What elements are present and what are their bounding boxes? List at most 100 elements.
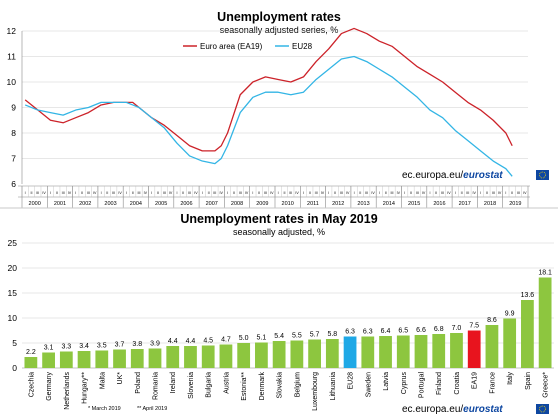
bar-category-label: Malta [99,372,106,389]
x-year-label: 2008 [231,201,243,207]
x-year-label: 2015 [408,201,420,207]
x-quarter-label: III [441,191,444,195]
x-quarter-label: II [81,191,83,195]
bar-y-tick-label: 0 [12,363,17,373]
bar-value-label: 3.5 [97,343,107,350]
bar-chart-title: Unemployment rates in May 2019 [180,212,377,226]
bar-chart-source-brand: eurostat [463,404,503,415]
bar-value-label: 7.5 [469,323,479,330]
x-quarter-label: IV [144,191,148,195]
bar-ireland [166,346,180,368]
line-y-tick-label: 11 [7,52,16,62]
bar-category-label: Spain [525,372,532,390]
x-year-label: 2012 [332,201,344,207]
bar-romania [148,348,162,368]
bar-value-label: 4.7 [221,337,231,344]
x-year-label: 2009 [256,201,268,207]
x-quarter-label: I [480,191,481,195]
x-quarter-label: I [227,191,228,195]
bar-category-label: Cyprus [401,372,408,395]
bar-value-label: 6.3 [363,329,373,336]
x-quarter-label: I [404,191,405,195]
eu-flag-icon [536,404,549,414]
x-quarter-label: I [354,191,355,195]
x-quarter-label: I [25,191,26,195]
bar-y-tick-label: 15 [8,288,18,298]
x-year-label: 2005 [155,201,167,207]
x-quarter-label: IV [397,191,401,195]
x-quarter-label: IV [220,191,224,195]
line-chart-gridlines [21,30,528,184]
x-quarter-label: IV [42,191,46,195]
x-quarter-label: III [163,191,166,195]
bar-value-label: 13.6 [521,292,535,299]
eu-flag-stars-icon [539,171,546,179]
bar-category-label: Luxembourg [312,372,319,411]
bar-estonia [237,343,251,368]
bar-slovenia [184,346,197,368]
x-quarter-label: II [435,191,437,195]
bar-chart-category-labels: Czechia Germany Netherlands Hungary** Malta U… [28,372,549,411]
x-quarter-label: III [264,191,267,195]
bar-germany [42,352,55,368]
bar-category-label: Czechia [28,372,35,397]
bar-category-label: EU28 [348,372,355,390]
bar-y-tick-label: 5 [12,338,17,348]
x-quarter-label: II [157,191,159,195]
x-quarter-label: III [87,191,90,195]
bar-ea19 [467,330,481,368]
bar-category-label: Slovenia [188,372,195,399]
bar-category-label: Latvia [383,372,390,391]
x-quarter-label: IV [523,191,527,195]
line-chart-source-text: ec.europa.eu/eurostat [402,170,503,181]
x-quarter-label: IV [422,191,426,195]
bar-chart: Unemployment rates in May 2019 seasonall… [8,212,554,415]
x-quarter-label: IV [447,191,451,195]
bar-value-label: 6.4 [381,328,391,335]
x-quarter-label: II [461,191,463,195]
bar-category-label: Croatia [454,372,461,395]
x-quarter-label: II [132,191,134,195]
bar-chart-subtitle: seasonally adjusted, % [233,227,325,237]
x-quarter-label: III [188,191,191,195]
eu-flag-stars-icon [539,405,546,413]
x-quarter-label: IV [371,191,375,195]
bar-value-label: 2.2 [26,349,36,356]
bar-value-label: 4.4 [168,338,178,345]
x-quarter-label: I [202,191,203,195]
bar-value-label: 6.6 [416,327,426,334]
x-quarter-label: III [365,191,368,195]
x-quarter-label: I [455,191,456,195]
x-quarter-label: III [466,191,469,195]
bar-value-label: 3.4 [79,343,89,350]
bar-category-label: Lithuania [330,372,337,401]
x-quarter-label: I [328,191,329,195]
bar-category-label: Denmark [259,372,266,401]
bar-category-label: Finland [436,372,443,395]
x-quarter-label: III [289,191,292,195]
x-quarter-label: IV [169,191,173,195]
bar-category-label: EA19 [472,372,479,389]
line-y-tick-label: 8 [11,128,16,138]
x-quarter-label: II [486,191,488,195]
bar-portugal [414,335,428,368]
x-year-label: 2004 [130,201,142,207]
legend-label-eu28: EU28 [292,42,313,51]
bar-value-label: 6.8 [434,326,444,333]
bar-croatia [450,333,463,368]
bar-lithuania [325,339,339,368]
footnote-april: ** April 2019 [137,406,167,412]
line-y-tick-label: 12 [7,26,17,36]
bar-category-label: Portugal [419,372,426,399]
bar-value-label: 6.5 [398,328,408,335]
bar-category-label: Bulgaria [206,372,213,398]
x-quarter-label: III [416,191,419,195]
bar-latvia [379,336,392,368]
x-quarter-label: I [379,191,380,195]
x-quarter-label: I [101,191,102,195]
bar-netherlands [59,351,73,368]
bar-category-label: UK* [117,372,124,385]
x-year-label: 2010 [282,201,294,207]
bar-category-label: Ireland [170,372,177,394]
x-quarter-label: I [126,191,127,195]
